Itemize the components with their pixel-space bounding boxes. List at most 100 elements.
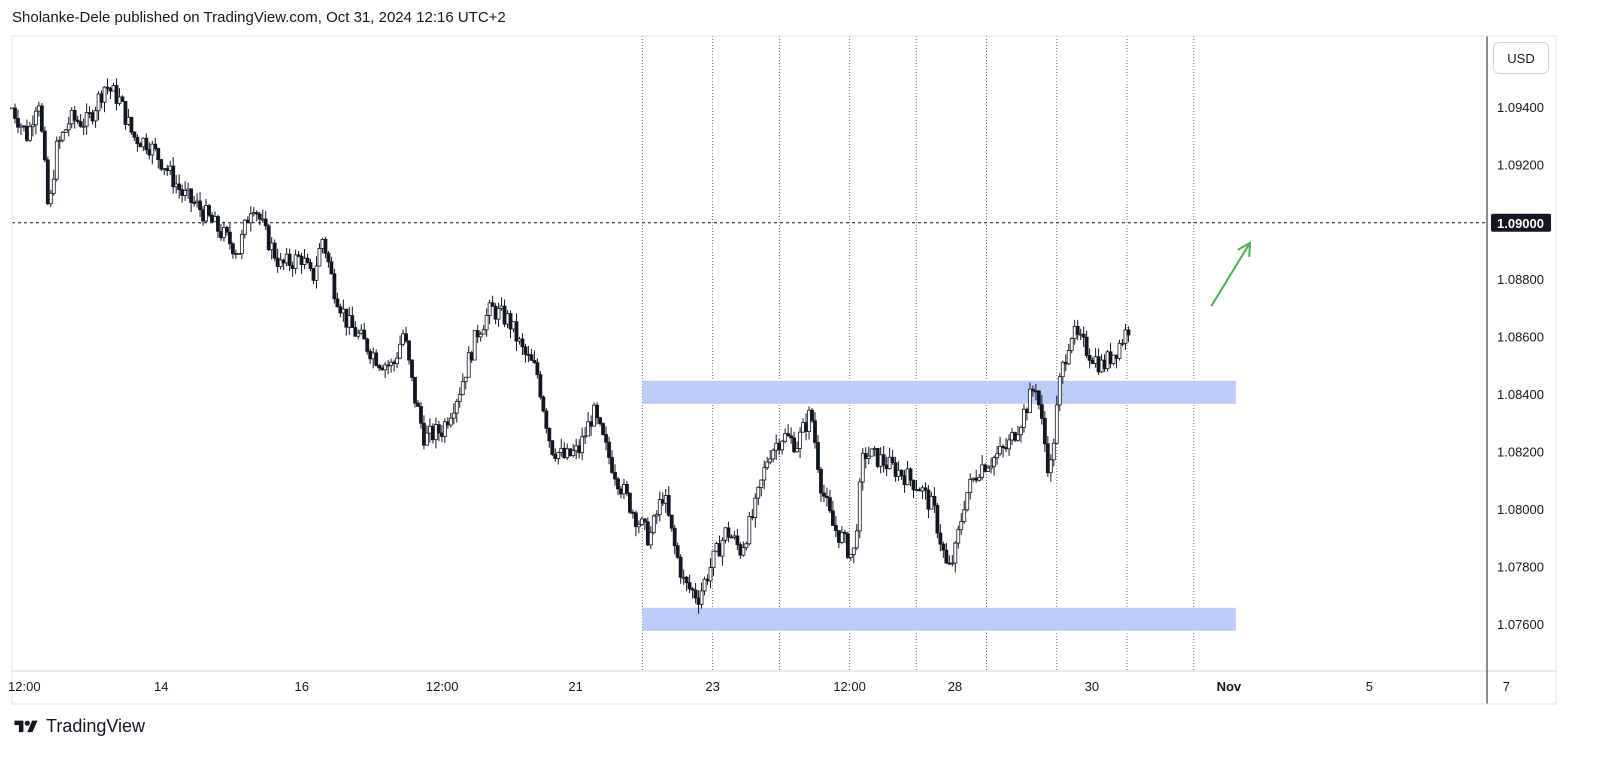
candle-body — [935, 504, 940, 534]
candle-body — [326, 252, 331, 263]
candle-body — [353, 327, 358, 337]
candle-body — [192, 202, 196, 204]
candle-body — [986, 467, 991, 472]
candle-body — [768, 458, 773, 463]
candle-body — [174, 183, 179, 188]
candle-body — [1120, 342, 1125, 345]
candle-body — [344, 308, 349, 328]
candle-body — [362, 329, 367, 340]
chart-grid — [641, 36, 1195, 671]
candle-body — [222, 226, 226, 239]
candle-body — [1019, 427, 1023, 436]
candle-body — [45, 159, 50, 205]
candle-body — [183, 190, 188, 196]
time-tick-label: 23 — [705, 679, 719, 694]
candle-body — [1022, 408, 1026, 428]
candle-body — [592, 404, 596, 427]
candle-body — [332, 273, 337, 300]
candle-body — [753, 497, 758, 519]
candle-body — [433, 424, 438, 441]
candle-body — [1123, 329, 1128, 344]
candle-body — [22, 125, 26, 128]
candle-body — [171, 165, 176, 188]
candle-body — [338, 306, 343, 314]
candle-body — [132, 131, 137, 138]
candle-body — [678, 556, 683, 578]
candle-body — [428, 425, 432, 434]
candle-body — [290, 265, 295, 269]
candle-body — [404, 333, 408, 342]
candle-body — [1117, 342, 1122, 359]
candle-body — [1111, 354, 1116, 364]
chart-axes: 1.09400 1.09200 1.08800 1.08600 1.08400 1.082… — [8, 35, 1557, 705]
candle-body — [654, 514, 659, 517]
level-line: 1.09000 — [12, 213, 1551, 232]
candle-body — [956, 529, 961, 544]
price-tick-label: 1.09400 — [1497, 100, 1544, 115]
candle-body — [1069, 338, 1074, 351]
candle-body — [1004, 447, 1008, 450]
candle-body — [851, 547, 856, 555]
time-tick-label: 28 — [948, 679, 962, 694]
candle-body — [1093, 356, 1098, 364]
candle-body — [371, 352, 376, 360]
candle-body — [281, 259, 286, 264]
candle-body — [568, 448, 573, 456]
candle-body — [75, 119, 80, 122]
candle-body — [99, 93, 104, 103]
candle-body — [798, 431, 802, 449]
tradingview-logo[interactable]: TradingView — [12, 716, 145, 737]
candle-body — [19, 125, 23, 128]
candle-body — [690, 588, 695, 591]
candle-body — [105, 86, 110, 89]
candle-body — [383, 364, 388, 371]
candle-body — [1096, 356, 1101, 373]
candle-body — [84, 112, 89, 127]
candle-body — [204, 205, 208, 222]
candle-body — [153, 143, 158, 149]
candle-body — [126, 116, 131, 125]
currency-button[interactable]: USD — [1493, 42, 1549, 74]
candle-body — [917, 489, 922, 492]
candle-body — [804, 422, 808, 432]
candle-body — [577, 445, 582, 454]
price-tick-label: 1.08400 — [1497, 387, 1544, 402]
time-tick-label: 16 — [294, 679, 308, 694]
candle-body — [908, 468, 913, 481]
candle-body — [356, 332, 361, 337]
price-tick-label: 1.07800 — [1497, 560, 1544, 575]
candle-body — [645, 521, 650, 546]
candle-body — [807, 409, 811, 432]
candle-body — [926, 489, 931, 510]
candle-body — [380, 367, 385, 371]
candle-body — [228, 231, 232, 245]
candle-body — [210, 214, 214, 223]
candle-body — [1078, 333, 1083, 336]
candle-body — [636, 524, 641, 528]
candle-body — [598, 417, 602, 424]
candle-body — [1072, 326, 1077, 339]
candle-body — [96, 93, 101, 112]
candle-body — [1001, 446, 1005, 449]
candle-body — [920, 487, 925, 492]
candle-body — [81, 125, 86, 128]
candle-body — [16, 118, 20, 128]
candle-body — [586, 421, 591, 437]
time-tick-label: 14 — [154, 679, 168, 694]
candle-body — [681, 576, 686, 579]
candle-body — [25, 125, 29, 141]
candle-body — [887, 456, 892, 470]
zone-rect — [642, 607, 1236, 631]
candle-body — [248, 213, 253, 224]
candle-body — [863, 452, 868, 459]
candle-body — [1036, 390, 1041, 406]
candle-body — [875, 447, 880, 467]
candle-body — [944, 549, 949, 564]
candle-body — [48, 192, 53, 205]
candle-body — [1066, 350, 1071, 365]
candle-body — [299, 255, 304, 265]
candlestick-series — [10, 78, 1131, 614]
candle-body — [651, 515, 656, 534]
candle-body — [974, 477, 979, 481]
